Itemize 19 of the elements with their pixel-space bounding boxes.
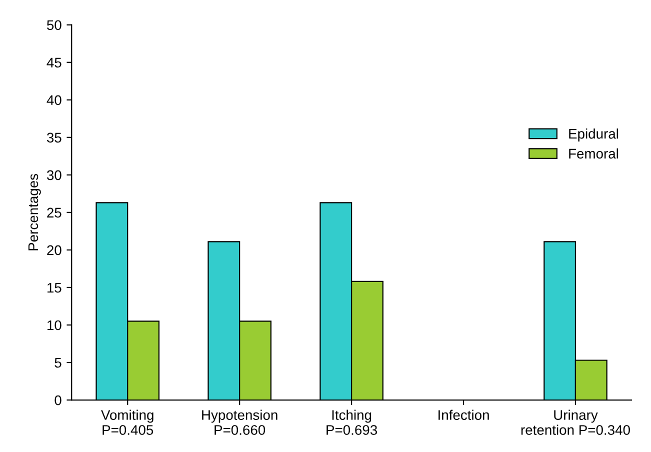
- legend-label: Epidural: [569, 128, 618, 142]
- y-tick-label: 45: [46, 58, 62, 68]
- y-tick-label: 50: [46, 20, 62, 30]
- y-tick-label: 5: [54, 358, 62, 368]
- y-tick-label: 40: [46, 95, 62, 106]
- x-tick-label: Hypotension P=0.660: [202, 410, 278, 435]
- y-tick-label: 35: [46, 132, 62, 143]
- y-tick-label: 20: [47, 245, 62, 256]
- y-tick-label: 10: [48, 320, 62, 330]
- x-tick-label: Vomiting P=0.405: [101, 410, 154, 435]
- y-axis-title: Percentages: [28, 174, 41, 250]
- y-tick-label: 0: [54, 395, 62, 406]
- x-tick-label: Infection: [438, 410, 489, 420]
- y-tick-label: 30: [46, 170, 62, 180]
- x-tick-label: Urinary retention P=0.340: [521, 410, 630, 435]
- y-tick-label: 15: [48, 282, 62, 293]
- y-tick-label: 25: [47, 208, 62, 218]
- x-tick-label: Itching P=0.693: [326, 410, 377, 435]
- legend-label: Femoral: [569, 148, 618, 159]
